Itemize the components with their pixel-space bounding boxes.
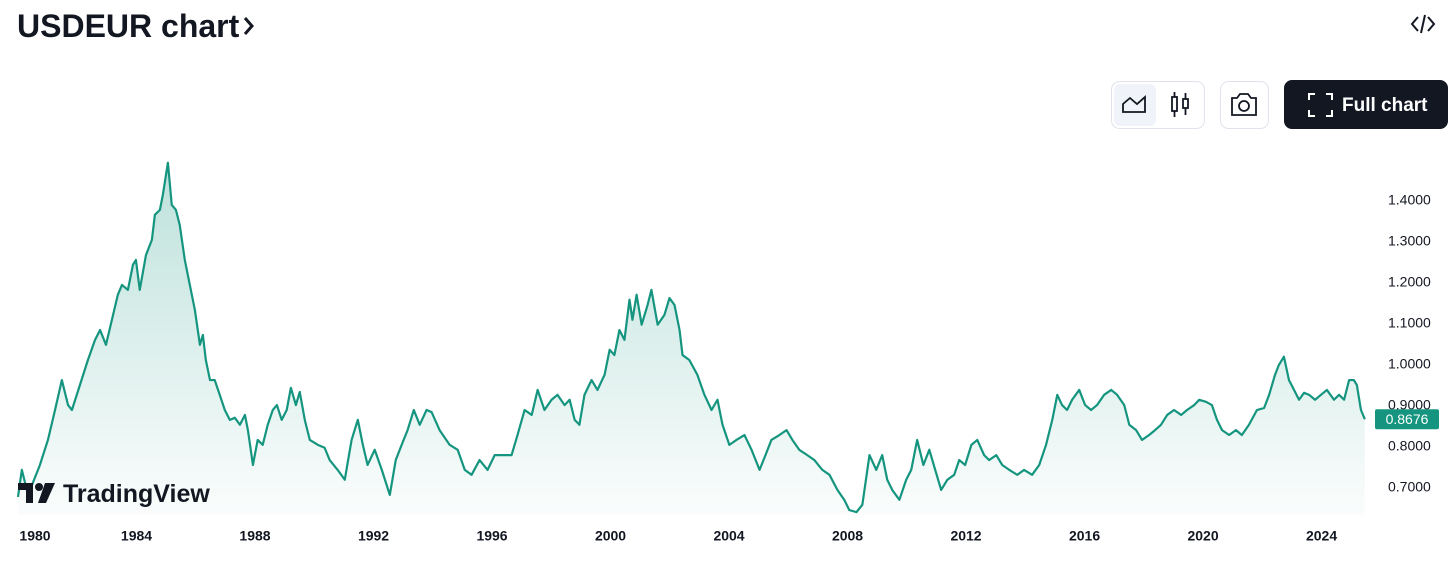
y-tick-label: 1.3000: [1388, 233, 1431, 249]
snapshot-button[interactable]: [1220, 81, 1269, 129]
x-tick-label: 2016: [1069, 528, 1100, 544]
last-value-tag: [1375, 409, 1439, 430]
area-icon: [1122, 95, 1146, 113]
y-tick-label: 1.0000: [1388, 356, 1431, 372]
y-tick-label: 0.8000: [1388, 438, 1431, 454]
embed-icon[interactable]: [1410, 14, 1436, 34]
y-tick-label: 0.9000: [1388, 397, 1431, 413]
title-chevron[interactable]: [243, 17, 254, 35]
x-tick-label: 1980: [19, 528, 50, 544]
x-tick-label: 2024: [1306, 528, 1337, 544]
watermark-logo: [18, 483, 55, 503]
area-style-button[interactable]: [1114, 84, 1156, 126]
x-tick-label: 2008: [832, 528, 863, 544]
price-line: [16, 161, 1366, 514]
y-tick-label: 1.2000: [1388, 274, 1431, 290]
x-tick-label: 2012: [950, 528, 981, 544]
chart-style-toggle[interactable]: [1111, 81, 1205, 129]
plot-area: 0.7000 0.8000 0.9000 1.0000 1.1000 1.2000 1.30…: [16, 161, 1439, 544]
full-chart-button[interactable]: Full chart: [1284, 80, 1448, 129]
y-tick-label: 1.4000: [1388, 192, 1431, 208]
x-tick-label: 2020: [1187, 528, 1218, 544]
area-fill: [18, 162, 1365, 515]
watermark-text: TradingView: [63, 480, 210, 508]
x-tick-label: 2004: [713, 528, 744, 544]
x-tick-label: 1988: [239, 528, 270, 544]
x-tick-label: 2000: [595, 528, 626, 544]
x-tick-label: 1984: [121, 528, 152, 544]
x-tick-label: 1996: [476, 528, 507, 544]
x-tick-label: 1992: [358, 528, 389, 544]
chart-title[interactable]: USDEUR chart: [17, 8, 240, 44]
last-value-label: 0.8676: [1386, 411, 1429, 427]
y-tick-label: 0.7000: [1388, 479, 1431, 495]
candle-style-button[interactable]: [1171, 92, 1189, 117]
full-chart-label[interactable]: Full chart: [1342, 95, 1428, 116]
y-tick-label: 1.1000: [1388, 315, 1431, 331]
